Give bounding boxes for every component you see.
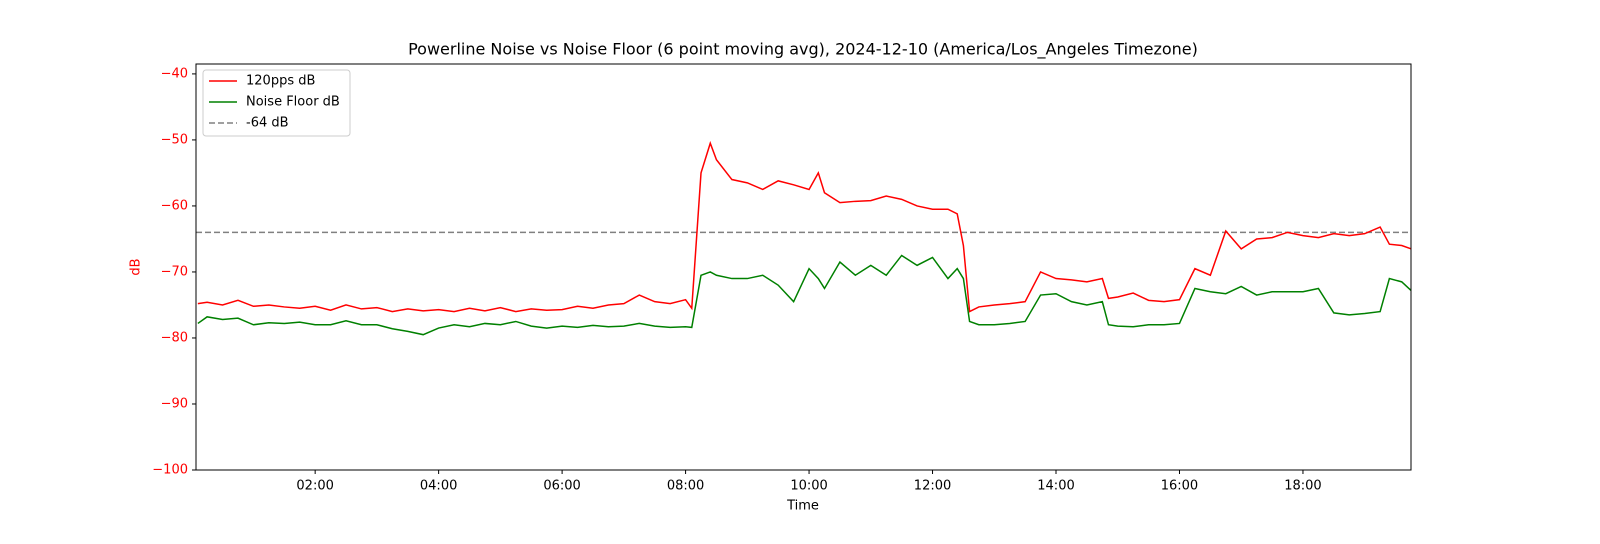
legend-label: Noise Floor dB [246,95,340,110]
x-tick-label: 02:00 [296,479,333,494]
legend-box [202,69,351,137]
y-tick-label: −60 [161,198,188,213]
x-tick-label: 04:00 [420,479,457,494]
y-tick-label: −70 [161,264,188,279]
y-tick-label: −100 [152,463,188,478]
y-tick-label: −80 [161,330,188,345]
x-axis-label: Time [786,499,819,514]
legend-label: 120pps dB [246,74,315,89]
y-tick-label: −40 [161,66,188,81]
x-tick-label: 08:00 [667,479,704,494]
series-line [197,140,1412,313]
x-tick-label: 18:00 [1284,479,1321,494]
y-axis-label: dB [129,258,144,275]
legend-label: -64 dB [246,116,289,131]
y-tick-label: −50 [161,132,188,147]
plot-frame [195,63,1412,471]
y-tick-label: −90 [161,396,188,411]
x-tick-label: 10:00 [790,479,827,494]
x-tick-label: 12:00 [914,479,951,494]
chart-title: Powerline Noise vs Noise Floor (6 point … [408,40,1198,60]
x-tick-label: 16:00 [1161,479,1198,494]
x-tick-label: 06:00 [543,479,580,494]
x-tick-label: 14:00 [1037,479,1074,494]
series-line [197,254,1412,336]
